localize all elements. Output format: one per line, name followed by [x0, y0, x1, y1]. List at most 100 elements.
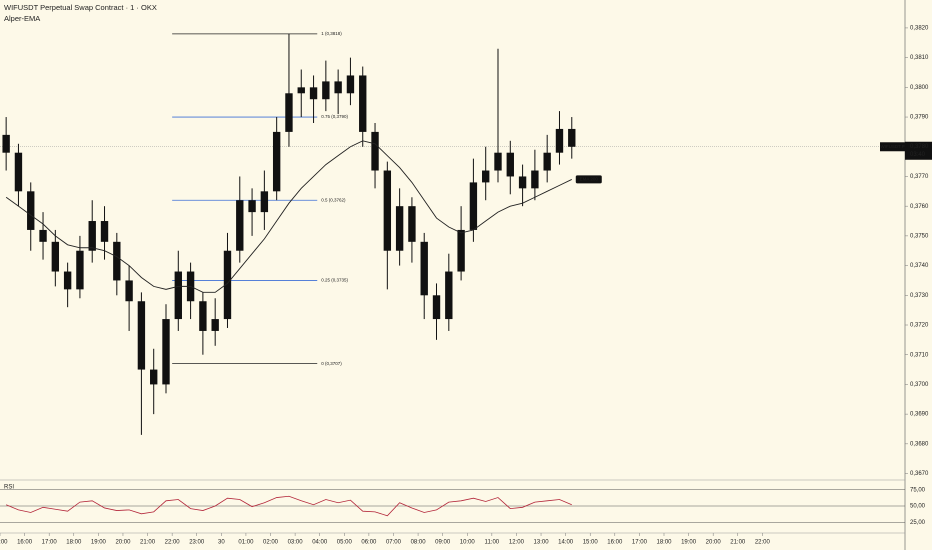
y-tick-label: 0,3800 — [910, 85, 929, 91]
candle-body — [76, 250, 84, 290]
x-tick-label: 14:00 — [558, 540, 574, 546]
x-tick-label: 03:00 — [288, 540, 304, 546]
y-tick-label: 0,3790 — [910, 115, 929, 121]
y-tick-label: 0,3690 — [910, 412, 929, 418]
candle-body — [113, 241, 121, 281]
x-tick-label: 10:00 — [460, 540, 476, 546]
candle-body — [568, 128, 576, 147]
x-tick-label: 02:00 — [263, 540, 279, 546]
x-tick-label: 21:00 — [140, 540, 156, 546]
candle-body — [272, 131, 281, 192]
x-tick-label: 07:00 — [386, 540, 402, 546]
fib-label: 0.25 (0,3735) — [321, 278, 348, 283]
y-tick-label: 0,3820 — [910, 26, 929, 32]
fib-label: 0 (0,3707) — [321, 361, 342, 366]
x-tick-label: 20:00 — [706, 540, 722, 546]
ema-line — [5, 140, 572, 293]
x-tick-label: 20:00 — [115, 540, 131, 546]
candle-body — [39, 229, 47, 242]
x-tick-label: 09:00 — [435, 540, 451, 546]
rsi-title: RSI — [4, 485, 14, 491]
candle-body — [395, 206, 404, 251]
candle-body — [150, 369, 158, 385]
y-tick-label: 0,3700 — [910, 382, 929, 388]
candle-body — [531, 170, 539, 189]
y-tick-label: 0,3750 — [910, 233, 929, 239]
x-tick-label: 19:00 — [91, 540, 107, 546]
candle-body — [518, 176, 527, 189]
x-tick-label: 15:00 — [0, 540, 8, 546]
x-tick-label: 18:00 — [66, 540, 82, 546]
candle-body — [199, 301, 207, 331]
candle-body — [371, 131, 379, 171]
y-tick-label: 75,00 — [910, 487, 926, 493]
y-tick-label: 0,3810 — [910, 55, 929, 61]
candle-body — [494, 152, 502, 171]
candle-body — [27, 191, 35, 230]
fib-label: 0.5 (0,3762) — [321, 197, 346, 202]
y-tick-label: 0,3720 — [910, 323, 929, 329]
x-tick-label: 18:00 — [656, 540, 672, 546]
candle-body — [420, 241, 428, 296]
candle-body — [309, 87, 318, 100]
candle-body — [334, 81, 342, 94]
countdown: 03:40 — [910, 152, 926, 158]
price-tag-bg — [905, 141, 932, 160]
candle-body — [236, 200, 244, 251]
candle-body — [51, 241, 60, 272]
candle-body — [125, 280, 133, 302]
y-tick-label: 0,3760 — [910, 204, 929, 210]
candle-body — [445, 271, 453, 320]
candle-body — [322, 81, 330, 100]
x-tick-label: 17:00 — [632, 540, 648, 546]
y-tick-label: 0,3710 — [910, 352, 929, 358]
fib-label: 1 (0,3818) — [321, 31, 342, 36]
y-tick-label: 0,3770 — [910, 174, 929, 180]
x-tick-label: 13:00 — [534, 540, 550, 546]
x-tick-label: 30 — [218, 540, 225, 546]
candle-body — [506, 152, 514, 177]
x-tick-label: 22:00 — [165, 540, 181, 546]
x-tick-label: 11:00 — [485, 540, 500, 546]
x-tick-label: 12:00 — [509, 540, 525, 546]
candle-body — [174, 271, 182, 320]
candle-body — [88, 221, 96, 251]
symbol-tag-bg — [880, 142, 905, 152]
candle-body — [457, 229, 465, 272]
candle-body — [162, 319, 170, 385]
fib-label: 0.75 (0,3790) — [321, 114, 348, 119]
candle-body — [297, 87, 305, 94]
x-tick-label: 06:00 — [361, 540, 377, 546]
x-tick-label: 01:00 — [238, 540, 254, 546]
x-tick-label: 15:00 — [583, 540, 599, 546]
candle-body — [2, 134, 10, 153]
x-tick-label: 21:00 — [730, 540, 746, 546]
ema-tag: EMA 200 — [580, 177, 599, 182]
candle-body — [285, 93, 293, 132]
y-tick-label: 0,3670 — [910, 471, 929, 477]
x-tick-label: 19:00 — [681, 540, 697, 546]
candle-body — [137, 301, 146, 370]
candle-body — [260, 191, 269, 213]
y-tick-label: 0,3740 — [910, 263, 929, 269]
candle-body — [346, 75, 355, 94]
ema-tag-bg — [575, 175, 602, 184]
chart-title: WIFUSDT Perpetual Swap Contract · 1 · OK… — [4, 3, 157, 12]
candle-body — [211, 319, 219, 331]
x-tick-label: 08:00 — [411, 540, 427, 546]
candle-body — [359, 75, 367, 132]
y-tick-label: 50,00 — [910, 504, 926, 510]
x-tick-label: 05:00 — [337, 540, 353, 546]
x-tick-label: 17:00 — [42, 540, 58, 546]
indicator-name: Alper-EMA — [4, 14, 40, 23]
price-tag: 0,3780 — [910, 144, 929, 150]
candle-body — [469, 182, 478, 230]
candle-body — [223, 250, 232, 320]
candle-body — [408, 206, 416, 242]
x-tick-label: 22:00 — [755, 540, 771, 546]
candle-body — [383, 170, 392, 251]
candle-body — [100, 221, 109, 242]
candle-body — [432, 295, 441, 320]
